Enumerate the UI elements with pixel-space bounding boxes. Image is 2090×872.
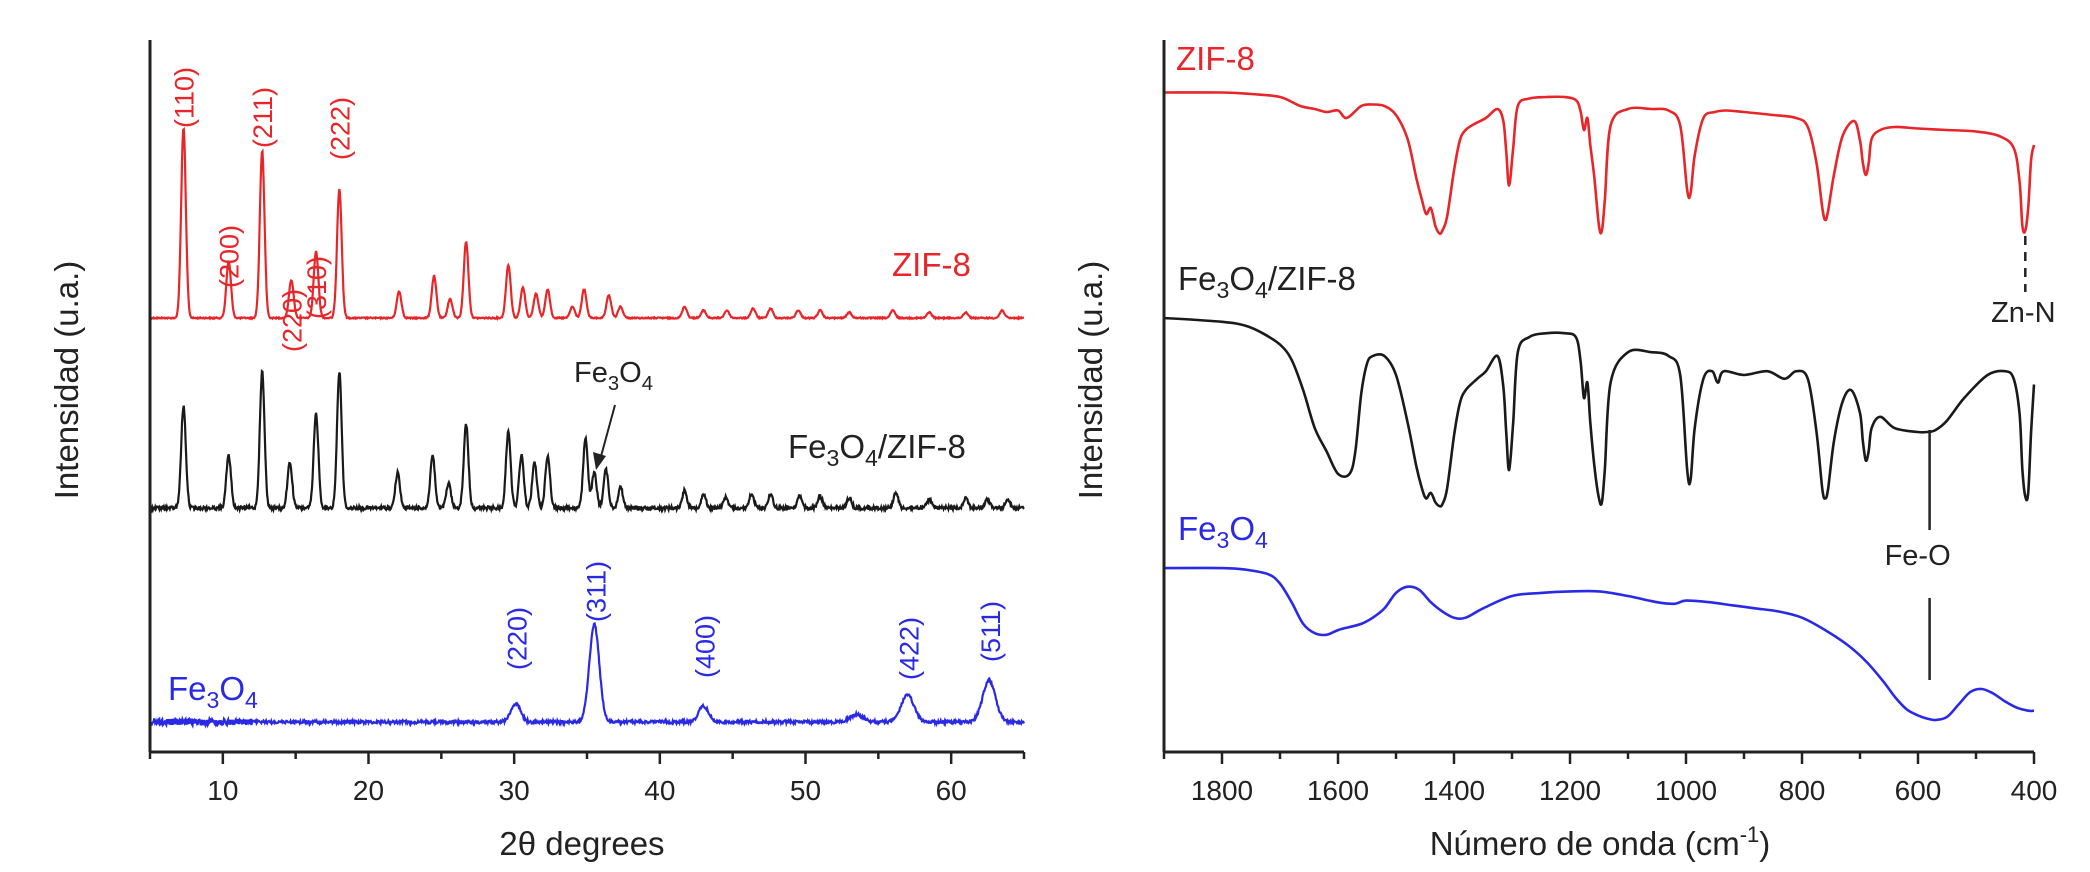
ftir-label-composite-part: /ZIF-8 (1268, 260, 1356, 297)
ftir-annotations: Zn-N Fe-O (1885, 236, 2056, 680)
ftir-series-group (1163, 91, 2036, 722)
xrd-hkl-fe3o4-label: (220) (503, 607, 533, 670)
xrd-annotation-text: Fe3O4 (574, 357, 653, 395)
ftir-x-tick-label: 1800 (1191, 775, 1253, 806)
xrd-label-zif8: ZIF-8 (892, 246, 971, 283)
ftir-x-tick-label: 1400 (1423, 775, 1485, 806)
xrd-label-fe3o4-part: Fe (168, 670, 207, 707)
xrd-x-tick-label: 10 (207, 775, 238, 806)
xrd-hkl-zif8-label: (310) (302, 256, 332, 319)
xrd-x-tick-label: 60 (936, 775, 967, 806)
xrd-annotation-text-part: O (619, 357, 642, 389)
xrd-series-group (148, 126, 1026, 729)
ftir-label-zif8: ZIF-8 (1176, 40, 1255, 77)
xrd-label-zif8-part: ZIF-8 (892, 246, 971, 283)
xrd-annotation-text-part: 4 (642, 373, 653, 395)
ftir-series-line-1 (1163, 316, 2036, 508)
xrd-label-composite-part: Fe (788, 428, 827, 465)
xrd-y-axis-title: Intensidad (u.a.) (48, 261, 85, 499)
ftir-zn-n-label: Zn-N (1991, 297, 2055, 329)
xrd-annotation-arrow-head (593, 452, 606, 470)
xrd-hkl-zif8-label: (110) (170, 67, 200, 128)
ftir-x-tick-label: 600 (1895, 775, 1942, 806)
xrd-label-fe3o4-part: O (219, 670, 245, 707)
xrd-series-line-2 (148, 621, 1026, 729)
ftir-x-axis-title-sup: -1 (1740, 822, 1760, 847)
xrd-hkl-labels: (110)(200)(211)(220)(310)(222)(220)(311)… (170, 67, 1007, 680)
ftir-x-tick-label: 1000 (1655, 775, 1717, 806)
xrd-hkl-fe3o4-label: (422) (894, 617, 924, 680)
xrd-label-composite: Fe3O4/ZIF-8 (788, 428, 966, 471)
xrd-series-line-1 (148, 368, 1025, 514)
xrd-hkl-zif8-label: (211) (248, 87, 278, 148)
xrd-hkl-fe3o4-label: (311) (581, 561, 611, 622)
ftir-series-line-0 (1163, 91, 2036, 236)
ftir-chart: 1800 1600 1400 1200 1000 800 600 400 Número de … (1072, 40, 2057, 862)
xrd-x-axis-title: 2θ degrees (499, 825, 664, 862)
ftir-label-composite-part: O (1229, 260, 1255, 297)
ftir-series-line-2 (1163, 566, 2035, 722)
ftir-label-composite-part: 4 (1255, 277, 1268, 303)
xrd-series-line-0 (149, 126, 1025, 321)
ftir-label-fe3o4-part: 4 (1255, 527, 1268, 553)
ftir-y-axis-title: Intensidad (u.a.) (1072, 261, 1109, 499)
xrd-hkl-zif8-label: (200) (215, 225, 245, 288)
xrd-hkl-fe3o4-label: (400) (691, 615, 721, 678)
xrd-x-tick-label: 20 (353, 775, 384, 806)
xrd-label-fe3o4-part: 4 (245, 687, 258, 713)
ftir-label-fe3o4: Fe3O4 (1178, 510, 1268, 553)
ftir-label-fe3o4-part: 3 (1217, 527, 1230, 553)
xrd-annotation-text-part: Fe (574, 357, 608, 389)
ftir-axes: 1800 1600 1400 1200 1000 800 600 400 (1162, 40, 2058, 806)
xrd-axes: 10 20 30 40 50 60 (148, 40, 1026, 806)
xrd-annotation-text-part: 3 (608, 373, 619, 395)
xrd-x-tick-label: 40 (644, 775, 675, 806)
ftir-label-composite: Fe3O4/ZIF-8 (1178, 260, 1356, 303)
ftir-label-zif8-part: ZIF-8 (1176, 40, 1255, 77)
ftir-fe-o-label: Fe-O (1885, 540, 1951, 572)
ftir-label-fe3o4-part: Fe (1178, 510, 1217, 547)
xrd-hkl-zif8-label: (220) (277, 289, 307, 352)
xrd-label-composite-part: 4 (865, 445, 878, 471)
ftir-x-tick-label: 400 (2011, 775, 2058, 806)
ftir-x-axis-title-end: ) (1759, 825, 1770, 862)
xrd-label-composite-part: 3 (827, 445, 840, 471)
ftir-x-tick-label: 800 (1779, 775, 1826, 806)
ftir-label-fe3o4-part: O (1229, 510, 1255, 547)
ftir-label-composite-part: Fe (1178, 260, 1217, 297)
xrd-hkl-fe3o4-label: (511) (976, 601, 1006, 662)
xrd-x-tick-label: 30 (499, 775, 530, 806)
xrd-label-composite-part: /ZIF-8 (878, 428, 966, 465)
xrd-chart: 10 20 30 40 50 60 2θ degrees Intensidad (u.a.… (48, 40, 1026, 862)
ftir-x-tick-label: 1200 (1539, 775, 1601, 806)
xrd-label-fe3o4: Fe3O4 (168, 670, 258, 713)
xrd-annotation-arrow-line (599, 404, 616, 461)
xrd-label-fe3o4-part: 3 (207, 687, 220, 713)
ftir-x-axis-title: Número de onda (cm-1) (1430, 822, 1771, 862)
ftir-label-composite-part: 3 (1217, 277, 1230, 303)
xrd-fe3o4-annotation: Fe3O4 (574, 357, 653, 470)
ftir-x-tick-label: 1600 (1307, 775, 1369, 806)
xrd-hkl-zif8-label: (222) (325, 97, 355, 160)
xrd-label-composite-part: O (839, 428, 865, 465)
ftir-x-axis-title-main: Número de onda (cm (1430, 825, 1740, 862)
xrd-x-tick-label: 50 (790, 775, 821, 806)
